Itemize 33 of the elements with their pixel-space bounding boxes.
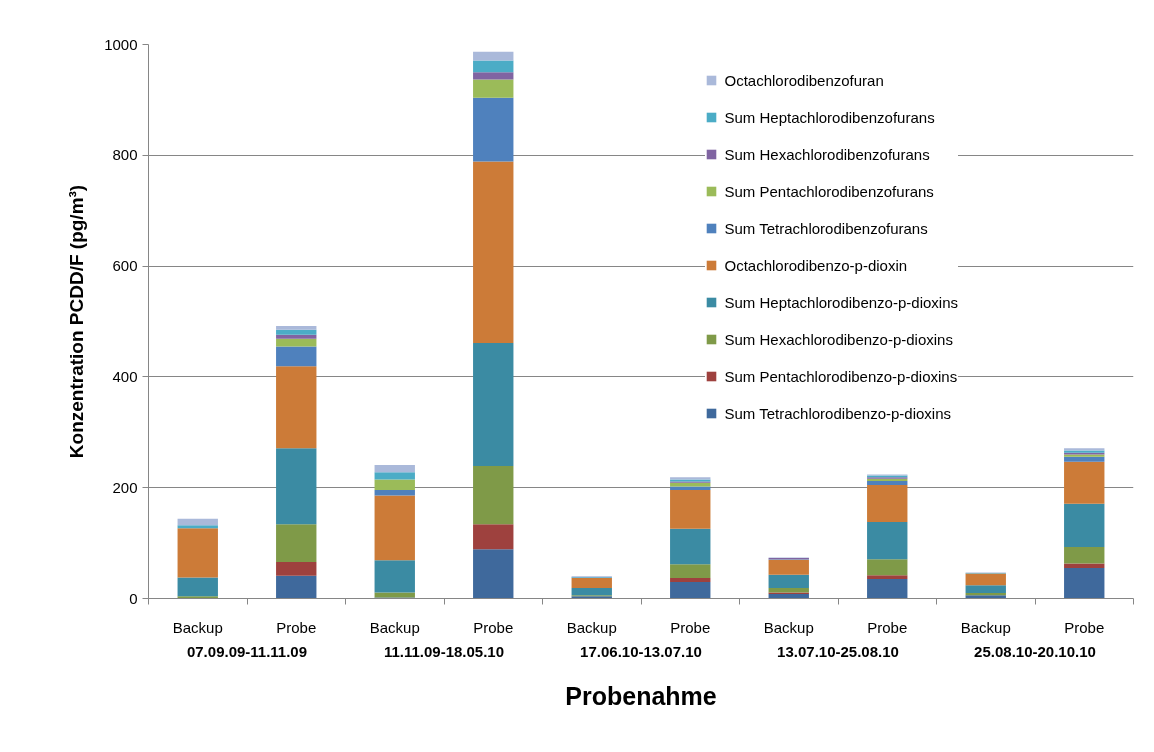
y-tick-label: 400 bbox=[112, 367, 138, 385]
legend-label: Sum Pentachlorodibenzo-p-dioxins bbox=[724, 366, 958, 386]
y-tick-label: 0 bbox=[129, 589, 138, 607]
text: 07.09.09-11.11.09 bbox=[186, 642, 308, 660]
text: 11.11.09-18.05.10 bbox=[383, 642, 505, 660]
legend-label: Octachlorodibenzofuran bbox=[724, 70, 884, 90]
legend-label: Sum Heptachlorodibenzo-p-dioxins bbox=[724, 292, 958, 312]
text: 17.06.10-13.07.10 bbox=[580, 642, 702, 660]
legend-label: Sum Hexachlorodibenzofurans bbox=[724, 144, 930, 164]
y-tick-label: 200 bbox=[112, 478, 138, 496]
x-tick-label: Backup bbox=[763, 618, 814, 636]
y-tick-label: 1000 bbox=[104, 35, 138, 53]
legend-label: Sum Hexachlorodibenzo-p-dioxins bbox=[724, 329, 953, 349]
x-tick-label: Backup bbox=[566, 618, 617, 636]
x-tick-label: Probe bbox=[670, 618, 711, 636]
x-tick-label: Backup bbox=[172, 618, 223, 636]
y-axis-title: Konzentration PCDD/F (pg/m³) bbox=[66, 184, 88, 459]
legend-label: Octachlorodibenzo-p-dioxin bbox=[724, 255, 908, 275]
x-tick-label: Probe bbox=[867, 618, 908, 636]
text: 25.08.10-20.10.10 bbox=[974, 642, 1096, 660]
x-axis-title: Probenahme bbox=[565, 681, 717, 710]
y-tick-label: 600 bbox=[112, 257, 138, 275]
legend-label: Sum Heptachlorodibenzofurans bbox=[724, 107, 935, 127]
y-tick-label: 800 bbox=[112, 146, 138, 164]
text: 13.07.10-25.08.10 bbox=[777, 642, 899, 660]
legend-label: Sum Tetrachlorodibenzo-p-dioxins bbox=[724, 403, 952, 423]
x-tick-label: Probe bbox=[1064, 618, 1105, 636]
x-tick-label: Probe bbox=[276, 618, 317, 636]
legend-label: Sum Pentachlorodibenzofurans bbox=[724, 181, 934, 201]
legend-label: Sum Tetrachlorodibenzofurans bbox=[724, 218, 928, 238]
x-tick-label: Backup bbox=[369, 618, 420, 636]
x-tick-label: Probe bbox=[473, 618, 514, 636]
x-tick-label: Backup bbox=[960, 618, 1011, 636]
